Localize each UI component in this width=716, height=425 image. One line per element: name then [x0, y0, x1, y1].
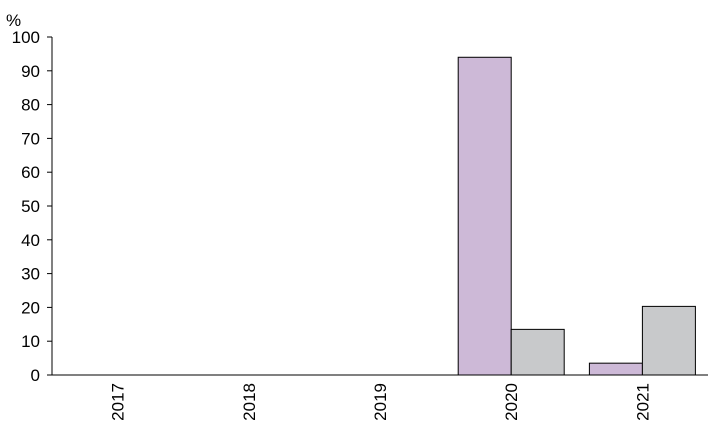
bar-2021-series-1 — [588, 362, 643, 376]
bars — [457, 56, 696, 376]
y-tick-label: 30 — [21, 265, 40, 284]
x-tick-label: 2018 — [240, 383, 259, 421]
y-tick-label: 60 — [21, 163, 40, 182]
y-tick-label: 100 — [12, 28, 40, 47]
bar-2020-series-1 — [457, 56, 512, 376]
bar-2021-series-2 — [641, 305, 696, 376]
bar-2020-series-2 — [510, 328, 565, 376]
y-axis-ticks: 0 10 20 30 40 50 60 70 80 90 100 — [12, 28, 52, 385]
y-tick-label: 40 — [21, 231, 40, 250]
y-tick-label: 90 — [21, 62, 40, 81]
y-tick-label: 20 — [21, 298, 40, 317]
x-axis-ticks: 2017 2018 2019 2020 2021 — [109, 383, 653, 421]
y-tick-label: 0 — [31, 366, 40, 385]
x-tick-label: 2019 — [371, 383, 390, 421]
y-tick-label: 10 — [21, 332, 40, 351]
y-axis-unit-label: % — [6, 11, 21, 30]
x-tick-label: 2021 — [633, 383, 652, 421]
x-tick-label: 2020 — [502, 383, 521, 421]
y-tick-label: 80 — [21, 96, 40, 115]
y-tick-label: 50 — [21, 197, 40, 216]
x-tick-label: 2017 — [109, 383, 128, 421]
y-tick-label: 70 — [21, 129, 40, 148]
